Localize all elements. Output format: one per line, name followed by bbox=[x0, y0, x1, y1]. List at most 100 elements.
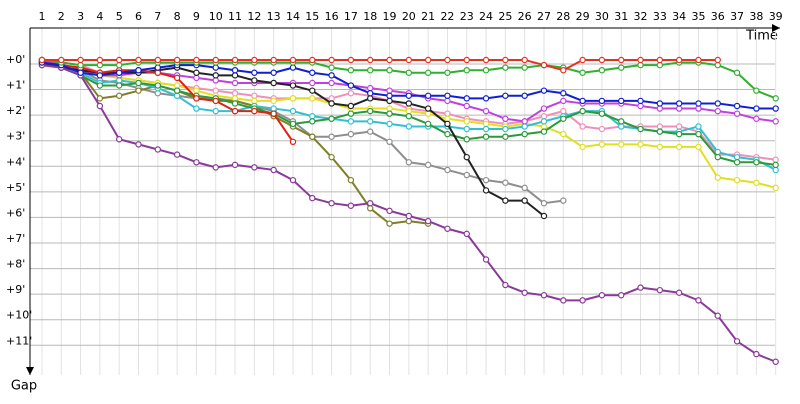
data-point bbox=[521, 289, 528, 296]
data-point bbox=[309, 133, 316, 140]
data-point bbox=[463, 66, 470, 74]
y-tick-label: +5' bbox=[6, 181, 25, 194]
data-point bbox=[521, 197, 528, 204]
data-point bbox=[212, 77, 219, 84]
data-point bbox=[502, 179, 509, 186]
x-tick-label: 7 bbox=[154, 10, 161, 23]
data-point bbox=[231, 79, 239, 87]
data-point bbox=[618, 123, 625, 130]
data-point bbox=[695, 56, 702, 64]
data-point bbox=[444, 92, 451, 99]
data-point bbox=[77, 61, 84, 69]
data-point bbox=[231, 66, 239, 74]
data-point bbox=[656, 123, 664, 130]
data-point bbox=[656, 105, 664, 112]
data-point bbox=[772, 156, 779, 163]
x-tick-label: 5 bbox=[116, 10, 123, 23]
data-point bbox=[521, 56, 528, 64]
data-point bbox=[618, 97, 625, 105]
x-tick-label: 22 bbox=[440, 10, 454, 23]
data-point bbox=[115, 61, 123, 69]
data-point bbox=[618, 56, 625, 64]
data-point bbox=[424, 105, 432, 112]
data-point bbox=[135, 56, 142, 64]
data-point bbox=[695, 130, 702, 138]
data-point bbox=[695, 297, 702, 304]
data-point bbox=[444, 69, 451, 76]
data-point bbox=[540, 87, 548, 94]
data-point bbox=[251, 107, 258, 115]
data-point bbox=[482, 187, 490, 194]
data-point bbox=[115, 92, 123, 99]
data-point bbox=[270, 105, 277, 112]
data-point bbox=[540, 292, 548, 299]
data-point bbox=[502, 56, 509, 64]
data-point bbox=[675, 130, 683, 138]
x-tick-label: 8 bbox=[174, 10, 181, 23]
data-point bbox=[444, 120, 451, 128]
x-tick-label: 16 bbox=[325, 10, 339, 23]
data-point bbox=[560, 97, 567, 105]
data-point bbox=[289, 120, 297, 128]
x-tick-label: 35 bbox=[691, 10, 705, 23]
data-point bbox=[714, 107, 721, 115]
data-point bbox=[115, 136, 123, 143]
data-point bbox=[502, 115, 509, 122]
data-point bbox=[424, 161, 432, 169]
data-point bbox=[598, 66, 606, 74]
data-point bbox=[405, 123, 413, 130]
x-tick-label: 24 bbox=[479, 10, 493, 23]
data-point bbox=[328, 153, 335, 161]
data-point bbox=[618, 64, 625, 71]
data-point bbox=[193, 56, 200, 64]
x-tick-label: 1 bbox=[38, 10, 45, 23]
data-point bbox=[289, 95, 297, 102]
data-point bbox=[289, 138, 297, 146]
data-point bbox=[463, 136, 470, 143]
data-point bbox=[347, 118, 355, 125]
data-point bbox=[463, 118, 470, 125]
data-point bbox=[753, 350, 760, 358]
x-tick-label: 29 bbox=[576, 10, 590, 23]
data-point bbox=[772, 161, 779, 169]
data-point bbox=[309, 194, 316, 202]
data-point bbox=[560, 115, 567, 122]
data-point bbox=[251, 164, 258, 171]
data-point bbox=[96, 95, 104, 102]
x-tick-label: 9 bbox=[193, 10, 200, 23]
x-axis-arrow bbox=[772, 24, 780, 32]
y-axis-label: Gap bbox=[11, 379, 37, 394]
data-point bbox=[251, 92, 258, 99]
data-point bbox=[270, 97, 277, 105]
data-point bbox=[212, 164, 219, 171]
data-point bbox=[154, 69, 162, 76]
y-tick-label: +0' bbox=[6, 53, 25, 66]
data-point bbox=[328, 115, 335, 122]
data-point bbox=[714, 61, 721, 69]
data-point bbox=[579, 56, 586, 64]
data-point bbox=[618, 118, 625, 125]
data-point bbox=[753, 179, 760, 186]
series-line bbox=[41, 61, 564, 205]
data-point bbox=[521, 118, 528, 125]
data-point bbox=[231, 107, 239, 115]
series-line bbox=[41, 61, 294, 143]
y-tick-label: +11' bbox=[6, 334, 32, 347]
data-point bbox=[135, 66, 142, 74]
data-point bbox=[328, 72, 335, 79]
data-point bbox=[347, 102, 355, 110]
data-point bbox=[733, 338, 741, 345]
data-point bbox=[193, 105, 200, 112]
data-point bbox=[444, 225, 451, 232]
data-point bbox=[367, 107, 374, 115]
y-axis-arrow bbox=[26, 367, 34, 375]
data-point bbox=[733, 159, 741, 166]
data-point bbox=[367, 199, 374, 207]
data-point bbox=[328, 95, 335, 102]
data-point bbox=[695, 100, 702, 107]
data-point bbox=[598, 56, 606, 64]
data-point bbox=[96, 56, 104, 64]
data-point bbox=[598, 97, 606, 105]
data-point bbox=[598, 141, 606, 148]
data-point bbox=[154, 64, 162, 71]
